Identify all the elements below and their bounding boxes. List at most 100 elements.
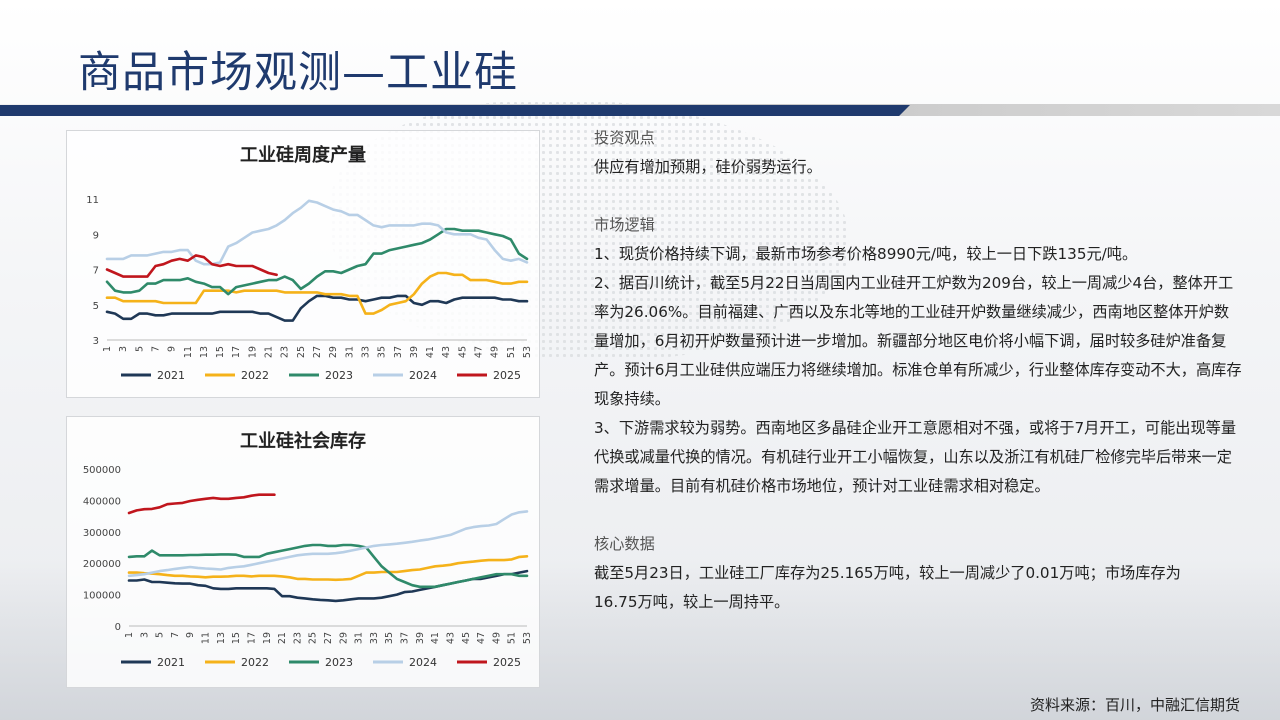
x-tick-label: 35 xyxy=(377,346,388,358)
series-line-2025 xyxy=(127,493,276,515)
x-tick-label: 31 xyxy=(344,346,355,358)
weekly-output-chart-panel: 工业硅周度产量 3 5 7 9 11 1 3 5 7 9 11 13 15 17 19 21 23 25 27 29 31… xyxy=(66,130,540,398)
series-line-2024 xyxy=(105,199,529,266)
y-tick-label: 11 xyxy=(86,195,99,206)
x-tick-label: 11 xyxy=(201,632,212,644)
x-tick-label: 7 xyxy=(170,632,181,638)
y-tick-label: 500000 xyxy=(83,465,121,476)
x-tick-label: 47 xyxy=(474,346,485,358)
x-tick-label: 21 xyxy=(264,346,275,358)
x-tick-label: 11 xyxy=(183,346,194,358)
x-tick-label: 9 xyxy=(167,346,178,352)
market-logic-point-1: 1、现货价格持续下调，最新市场参考价格8990元/吨，较上一日下跌135元/吨。 xyxy=(594,245,1138,263)
y-tick-label: 3 xyxy=(93,336,99,347)
x-tick-label: 29 xyxy=(328,346,339,358)
x-tick-label: 53 xyxy=(522,632,533,644)
y-tick-label: 7 xyxy=(93,266,99,277)
legend-label-2024: 2024 xyxy=(409,369,437,382)
social-inventory-chart-panel: 工业硅社会库存 0 100000 200000 300000 400000 500000 1 3… xyxy=(66,416,540,688)
market-logic-point-2: 2、据百川统计，截至5月22日当周国内工业硅开工炉数为209台，较上一周减少4台… xyxy=(594,274,1242,408)
x-tick-label: 39 xyxy=(415,632,426,644)
x-tick-label: 39 xyxy=(409,346,420,358)
x-tick-label: 1 xyxy=(124,632,135,638)
market-logic-point-3: 3、下游需求较为弱势。西南地区多晶硅企业开工意愿相对不强，或将于7月开工，可能出… xyxy=(594,419,1237,495)
series-line-2022 xyxy=(105,271,529,315)
x-tick-label: 21 xyxy=(277,632,288,644)
series-line-2023 xyxy=(127,543,529,589)
x-tick-label: 13 xyxy=(199,346,210,358)
core-data-text: 截至5月23日，工业硅工厂库存为25.165万吨，较上一周减少了0.01万吨；市… xyxy=(594,564,1181,611)
x-tick-label: 49 xyxy=(490,346,501,358)
x-tick-label: 19 xyxy=(262,632,273,644)
x-tick-label: 13 xyxy=(216,632,227,644)
x-tick-label: 25 xyxy=(308,632,319,644)
y-tick-label: 200000 xyxy=(83,559,121,570)
x-tick-label: 37 xyxy=(393,346,404,358)
x-tick-label: 43 xyxy=(445,632,456,644)
x-tick-label: 51 xyxy=(506,346,517,358)
x-tick-label: 5 xyxy=(134,346,145,352)
x-tick-label: 47 xyxy=(476,632,487,644)
x-tick-label: 15 xyxy=(231,632,242,644)
x-tick-label: 35 xyxy=(384,632,395,644)
x-tick-label: 23 xyxy=(292,632,303,644)
x-tick-label: 1 xyxy=(102,346,113,352)
investment-view-text: 供应有增加预期，硅价弱势运行。 xyxy=(594,158,822,176)
x-tick-label: 41 xyxy=(425,346,436,358)
data-source-note: 资料来源：百川，中融汇信期货 xyxy=(1029,696,1240,714)
x-tick-label: 33 xyxy=(360,346,371,358)
legend-label-2023: 2023 xyxy=(325,369,353,382)
x-tick-label: 25 xyxy=(296,346,307,358)
x-tick-label: 3 xyxy=(118,346,129,352)
analysis-panel: 投资观点 供应有增加预期，硅价弱势运行。 市场逻辑 1、现货价格持续下调，最新市… xyxy=(594,124,1244,617)
x-tick-label: 7 xyxy=(150,346,161,352)
core-data-title: 核心数据 xyxy=(594,535,655,553)
series-line-2021 xyxy=(105,294,529,322)
x-tick-label: 49 xyxy=(491,632,502,644)
legend-label-2021: 2021 xyxy=(157,369,185,382)
x-tick-label: 53 xyxy=(522,346,533,358)
x-tick-label: 29 xyxy=(338,632,349,644)
market-logic-title: 市场逻辑 xyxy=(594,216,655,234)
x-tick-label: 15 xyxy=(215,346,226,358)
series-line-2023 xyxy=(105,227,529,296)
x-tick-label: 3 xyxy=(139,632,150,638)
x-tick-label: 37 xyxy=(400,632,411,644)
x-tick-label: 31 xyxy=(354,632,365,644)
legend-label-2022: 2022 xyxy=(241,656,269,669)
x-tick-label: 27 xyxy=(323,632,334,644)
series-line-2024 xyxy=(127,510,529,578)
legend-label-2023: 2023 xyxy=(325,656,353,669)
title-underline-blue xyxy=(0,105,910,116)
x-tick-label: 17 xyxy=(246,632,257,644)
y-tick-label: 100000 xyxy=(83,591,121,602)
legend-label-2024: 2024 xyxy=(409,656,437,669)
y-tick-label: 400000 xyxy=(83,496,121,507)
x-tick-label: 5 xyxy=(155,632,166,638)
legend-label-2022: 2022 xyxy=(241,369,269,382)
chart-title: 工业硅社会库存 xyxy=(240,430,366,452)
x-tick-label: 45 xyxy=(461,632,472,644)
x-tick-label: 17 xyxy=(231,346,242,358)
x-tick-label: 51 xyxy=(507,632,518,644)
y-tick-label: 0 xyxy=(115,622,121,633)
x-tick-label: 9 xyxy=(185,632,196,638)
x-tick-label: 27 xyxy=(312,346,323,358)
x-tick-label: 23 xyxy=(280,346,291,358)
chart-title: 工业硅周度产量 xyxy=(240,144,366,166)
legend-label-2025: 2025 xyxy=(493,369,521,382)
series-line-2025 xyxy=(105,254,278,278)
slide-title: 商品市场观测—工业硅 xyxy=(78,48,518,98)
legend-label-2025: 2025 xyxy=(493,656,521,669)
x-tick-label: 43 xyxy=(441,346,452,358)
y-tick-label: 9 xyxy=(93,230,99,241)
investment-view-title: 投资观点 xyxy=(594,129,655,147)
x-tick-label: 19 xyxy=(247,346,258,358)
series-line-2022 xyxy=(127,555,529,582)
x-tick-label: 41 xyxy=(430,632,441,644)
legend-label-2021: 2021 xyxy=(157,656,185,669)
y-tick-label: 5 xyxy=(93,301,99,312)
x-tick-label: 45 xyxy=(457,346,468,358)
